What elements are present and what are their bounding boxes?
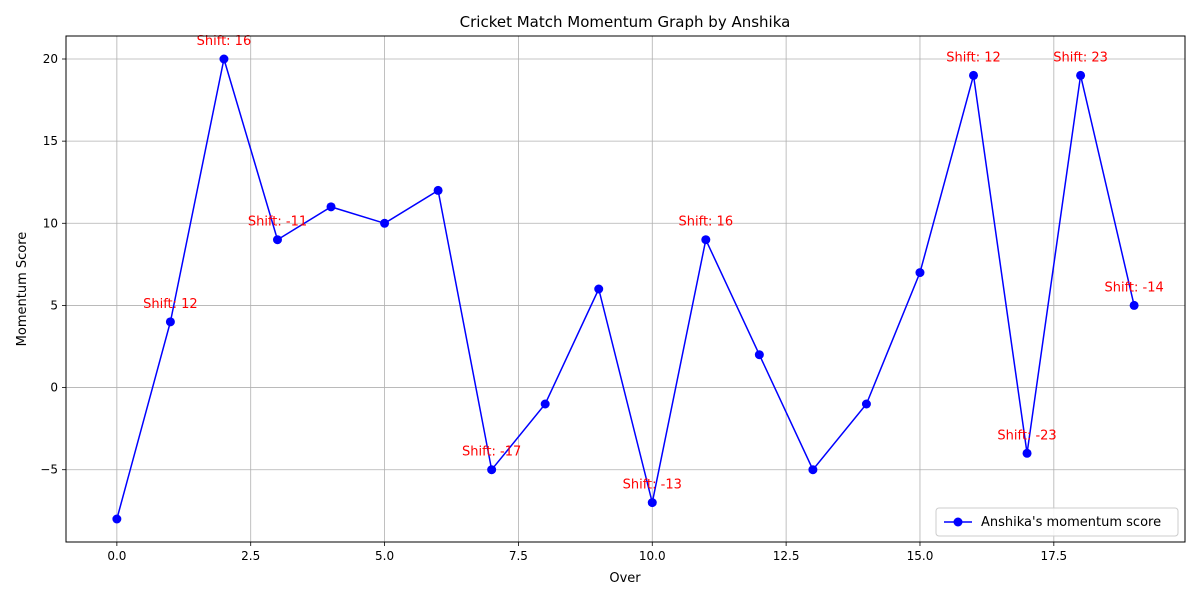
legend-marker-swatch [953, 517, 963, 527]
data-point [487, 465, 497, 475]
data-point [272, 235, 282, 245]
y-tick-label: 15 [43, 134, 58, 148]
data-point [540, 399, 550, 409]
data-point [808, 465, 818, 475]
x-tick-label: 7.5 [509, 549, 528, 563]
data-point [1022, 448, 1032, 458]
data-point [380, 218, 390, 228]
x-tick-label: 10.0 [639, 549, 666, 563]
y-axis-label: Momentum Score [15, 232, 30, 347]
plot-frame [65, 35, 1186, 543]
chart-title: Cricket Match Momentum Graph by Anshika [460, 13, 791, 31]
series-line [116, 58, 1135, 520]
series-line-layer [116, 58, 1135, 520]
annotation-label: Shift: 16 [679, 215, 734, 230]
x-axis-label: Over [609, 571, 641, 586]
x-tick-label: 0.0 [107, 549, 126, 563]
annotation-label: Shift: 23 [1053, 50, 1108, 65]
data-point [433, 185, 443, 195]
annotation-label: Shift: -17 [462, 445, 521, 460]
annotation-label: Shift: 12 [946, 50, 1001, 65]
legend-entry-label: Anshika's momentum score [981, 515, 1161, 530]
series-markers [112, 54, 1139, 524]
y-axis-ticks: −5 0 5 10 15 20 [40, 52, 66, 477]
data-point [165, 317, 175, 327]
annotation-label: Shift: 16 [197, 34, 252, 49]
x-tick-label: 12.5 [773, 549, 800, 563]
data-point [915, 268, 925, 278]
legend-box [935, 507, 1179, 537]
grid [66, 36, 1185, 542]
y-tick-label: 0 [50, 381, 58, 395]
annotation-label: Shift: -11 [248, 215, 307, 230]
data-point [861, 399, 871, 409]
y-tick-label: 10 [43, 216, 58, 230]
data-point [1129, 300, 1139, 310]
annotations: Shift: 12 Shift: 16 Shift: -11 Shift: -17 Sh… [143, 34, 1164, 493]
y-tick-label: 5 [50, 298, 58, 312]
data-point [647, 498, 657, 508]
y-tick-label: −5 [40, 463, 58, 477]
data-point [1076, 70, 1086, 80]
data-point [594, 284, 604, 294]
annotation-label: Shift: -23 [997, 428, 1056, 443]
data-point [701, 235, 711, 245]
annotation-label: Shift: -14 [1104, 280, 1163, 295]
data-point [754, 350, 764, 360]
legend: Anshika's momentum score [935, 507, 1179, 537]
data-point [969, 70, 979, 80]
x-tick-label: 5.0 [375, 549, 394, 563]
x-tick-label: 17.5 [1040, 549, 1067, 563]
annotation-label: Shift: 12 [143, 297, 198, 312]
y-tick-label: 20 [43, 52, 58, 66]
x-tick-label: 2.5 [241, 549, 260, 563]
annotation-label: Shift: -13 [623, 478, 682, 493]
x-tick-label: 15.0 [907, 549, 934, 563]
x-axis-ticks: 0.0 2.5 5.0 7.5 10.0 12.5 15.0 17.5 [107, 542, 1067, 563]
data-point [112, 514, 122, 524]
data-point [326, 202, 336, 212]
data-point [219, 54, 229, 64]
